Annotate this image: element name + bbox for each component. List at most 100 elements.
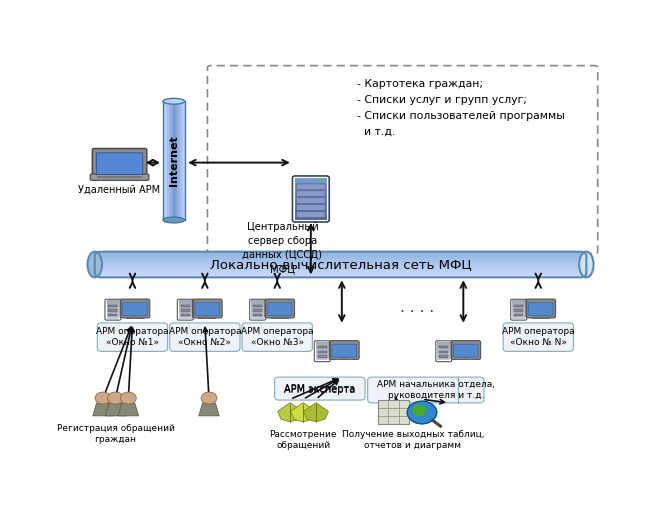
Bar — [179, 101, 181, 220]
Bar — [512, 307, 525, 310]
Bar — [107, 305, 119, 307]
Bar — [181, 305, 189, 307]
Bar — [95, 259, 586, 261]
Bar — [438, 356, 450, 358]
Bar — [438, 348, 450, 351]
Bar — [176, 101, 177, 220]
Text: Регистрация обращений
граждан: Регистрация обращений граждан — [57, 424, 175, 444]
FancyBboxPatch shape — [503, 323, 574, 352]
Bar — [251, 314, 264, 317]
Bar — [438, 358, 450, 360]
Bar — [316, 358, 329, 360]
Bar — [182, 101, 183, 220]
Bar — [107, 300, 119, 303]
FancyBboxPatch shape — [123, 303, 147, 316]
Bar — [438, 353, 450, 356]
Bar — [97, 176, 141, 178]
Bar — [165, 101, 166, 220]
Ellipse shape — [579, 252, 594, 278]
FancyBboxPatch shape — [297, 212, 325, 217]
Bar — [295, 192, 327, 195]
Text: АРМ оператора
«Окно №1»: АРМ оператора «Окно №1» — [96, 327, 169, 347]
Text: Рассмотрение
обращений: Рассмотрение обращений — [269, 430, 337, 450]
Circle shape — [107, 392, 123, 404]
Bar — [179, 307, 191, 310]
FancyBboxPatch shape — [120, 299, 150, 318]
Bar — [169, 101, 171, 220]
Bar — [512, 300, 525, 303]
Ellipse shape — [163, 217, 185, 223]
Polygon shape — [105, 403, 125, 416]
Text: АРМ эксперта: АРМ эксперта — [284, 383, 356, 394]
FancyBboxPatch shape — [526, 299, 556, 318]
Bar — [171, 101, 173, 220]
Bar — [251, 305, 264, 307]
Bar — [438, 344, 450, 346]
Bar — [133, 316, 137, 319]
Bar — [251, 311, 264, 315]
Bar — [181, 309, 189, 311]
Bar — [109, 305, 117, 307]
FancyBboxPatch shape — [97, 153, 142, 174]
Bar — [95, 254, 586, 255]
Polygon shape — [93, 403, 113, 416]
Bar — [251, 300, 264, 303]
Circle shape — [121, 392, 136, 404]
Bar — [180, 101, 182, 220]
Bar — [295, 209, 327, 213]
Bar — [179, 316, 191, 319]
Circle shape — [412, 405, 427, 416]
Text: АРМ оператора
«Окно № N»: АРМ оператора «Окно № N» — [502, 327, 574, 347]
Bar — [440, 356, 448, 358]
Text: Получение выходных таблиц,
отчетов и диаграмм: Получение выходных таблиц, отчетов и диа… — [342, 430, 484, 450]
Bar — [109, 309, 117, 311]
Bar — [95, 264, 586, 266]
Bar — [107, 314, 119, 317]
Bar — [170, 101, 172, 220]
Bar — [271, 318, 289, 319]
Bar — [251, 309, 264, 312]
Bar — [295, 188, 327, 192]
Bar — [512, 302, 525, 305]
Bar — [163, 101, 165, 220]
Bar — [316, 348, 329, 351]
Bar — [317, 351, 327, 353]
Bar — [514, 305, 523, 307]
Bar — [251, 307, 264, 310]
Bar — [167, 101, 169, 220]
Bar — [295, 181, 327, 185]
FancyBboxPatch shape — [267, 303, 292, 316]
Bar — [316, 356, 329, 358]
Bar — [179, 309, 191, 312]
Bar — [95, 255, 586, 257]
Bar — [107, 316, 119, 319]
Bar — [95, 251, 586, 253]
Bar — [295, 198, 327, 203]
FancyBboxPatch shape — [297, 205, 325, 210]
Bar — [95, 273, 586, 275]
Bar — [295, 177, 327, 181]
Bar — [177, 101, 179, 220]
Bar — [95, 260, 586, 262]
Bar — [438, 346, 450, 349]
FancyBboxPatch shape — [329, 341, 359, 359]
Bar — [295, 216, 327, 220]
Bar — [166, 101, 167, 220]
Bar — [512, 311, 525, 315]
Bar — [183, 101, 185, 220]
Bar — [316, 344, 329, 346]
Bar — [107, 311, 119, 315]
Bar — [175, 101, 176, 220]
Circle shape — [318, 178, 322, 181]
Bar — [251, 316, 264, 319]
Bar — [179, 311, 191, 315]
Bar — [95, 268, 586, 270]
FancyBboxPatch shape — [297, 191, 325, 196]
Polygon shape — [277, 402, 303, 422]
Bar — [126, 318, 144, 319]
FancyBboxPatch shape — [97, 323, 167, 352]
FancyBboxPatch shape — [332, 344, 357, 357]
Bar — [198, 318, 216, 319]
Bar — [277, 316, 281, 319]
Text: АРМ эксперта: АРМ эксперта — [284, 385, 356, 395]
